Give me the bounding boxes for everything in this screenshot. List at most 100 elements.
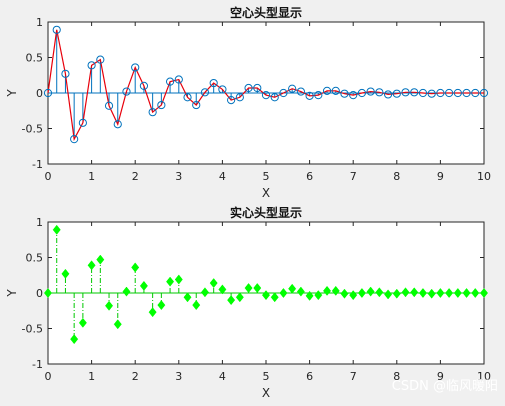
bottom-marker <box>453 287 462 299</box>
bottom-marker <box>122 286 131 297</box>
top-marker <box>375 88 384 97</box>
top-x-tick-label: 1 <box>88 170 95 183</box>
top-marker <box>331 86 340 95</box>
top-x-tick-label: 10 <box>477 170 491 183</box>
bottom-marker <box>323 285 332 296</box>
bottom-stem-plot: 实心头型显示 X Y 0 1 2 3 4 5 6 7 8 9 10 1 0.5 0 -0.5 -1 <box>5 205 491 400</box>
bottom-marker <box>244 283 253 294</box>
top-marker <box>122 87 131 96</box>
top-marker <box>392 89 401 98</box>
bottom-marker <box>471 287 480 299</box>
bottom-marker <box>235 292 244 303</box>
bottom-marker <box>270 292 279 303</box>
bottom-marker <box>52 224 61 235</box>
bottom-marker <box>227 295 236 306</box>
top-marker <box>70 135 79 144</box>
top-marker <box>383 90 393 99</box>
bottom-x-tick-label: 8 <box>393 370 400 383</box>
bottom-marker <box>366 286 375 297</box>
bottom-marker <box>331 285 340 296</box>
top-marker <box>157 100 166 110</box>
bottom-x-tick-label: 2 <box>132 370 139 383</box>
bottom-marker <box>174 274 183 285</box>
bottom-marker <box>392 288 401 299</box>
bottom-marker <box>462 287 471 299</box>
top-marker <box>87 61 96 70</box>
top-marker <box>471 88 480 98</box>
bottom-marker <box>261 290 271 301</box>
bottom-marker <box>166 276 175 287</box>
top-marker <box>113 120 122 129</box>
top-marker <box>61 69 70 78</box>
top-marker <box>410 88 419 97</box>
bottom-marker <box>253 283 262 294</box>
top-marker <box>340 89 349 98</box>
top-marker <box>288 84 297 93</box>
watermark-text: CSDN @临风暖阳 <box>392 379 498 394</box>
top-marker <box>235 93 244 102</box>
top-marker <box>279 88 288 98</box>
bottom-marker <box>200 287 209 298</box>
bottom-marker <box>279 287 288 299</box>
top-marker <box>131 63 140 72</box>
top-connect-line <box>47 29 484 142</box>
bottom-marker <box>436 287 445 299</box>
bottom-x-tick-label: 10 <box>477 370 491 383</box>
top-x-tick-label: 5 <box>263 170 270 183</box>
bottom-marker <box>209 278 218 289</box>
bottom-marker <box>479 287 489 299</box>
top-x-tick-label: 9 <box>437 170 444 183</box>
bottom-y-tick-label: -1 <box>32 358 43 371</box>
bottom-marker <box>70 334 79 345</box>
top-x-axis-label: X <box>262 186 270 200</box>
bottom-x-tick-label: 1 <box>88 370 95 383</box>
bottom-marker <box>192 300 201 311</box>
bottom-marker <box>418 287 427 299</box>
top-x-tick-label: 3 <box>175 170 182 183</box>
top-marker <box>445 88 454 98</box>
top-y-tick-label: 1 <box>36 16 43 29</box>
top-marker <box>78 118 87 127</box>
bottom-y-tick-label: -0.5 <box>22 323 43 336</box>
bottom-marker <box>288 283 297 294</box>
top-marker <box>192 100 201 110</box>
top-marker <box>52 25 61 34</box>
bottom-marker <box>401 287 410 298</box>
top-marker <box>200 88 210 97</box>
top-marker <box>165 77 175 86</box>
top-marker <box>253 83 262 93</box>
top-marker <box>314 91 323 100</box>
bottom-marker <box>427 288 436 299</box>
bottom-marker <box>157 300 166 311</box>
bottom-marker <box>357 287 366 299</box>
bottom-marker <box>218 284 227 295</box>
top-y-axis-label: Y <box>5 89 19 98</box>
top-marker <box>427 89 436 98</box>
bottom-x-tick-label: 4 <box>219 370 226 383</box>
top-marker <box>218 85 227 94</box>
top-stem-plot: 空心头型显示 X Y 0 1 2 3 4 5 6 7 8 9 10 1 0.5 0 -0.5 -1 <box>5 5 491 200</box>
bottom-x-axis-label: X <box>262 386 270 400</box>
bottom-marker <box>113 319 122 330</box>
top-marker <box>183 93 192 102</box>
bottom-marker <box>384 289 393 300</box>
top-x-tick-label: 6 <box>306 170 313 183</box>
bottom-marker <box>96 254 105 265</box>
top-marker <box>174 75 183 84</box>
top-marker <box>139 81 149 91</box>
bottom-marker <box>139 280 148 291</box>
bottom-x-tick-label: 9 <box>437 370 444 383</box>
top-marker <box>296 87 305 96</box>
bottom-y-tick-label: 0 <box>36 287 43 300</box>
bottom-marker <box>131 262 140 273</box>
top-marker <box>357 88 367 98</box>
bottom-marker <box>296 286 305 297</box>
bottom-marker <box>340 288 349 299</box>
top-marker <box>418 88 428 98</box>
top-x-tick-label: 2 <box>132 170 139 183</box>
bottom-marker <box>105 300 114 311</box>
top-marker <box>349 91 358 100</box>
top-plot-title: 空心头型显示 <box>230 5 302 20</box>
top-marker <box>270 93 279 102</box>
bottom-marker <box>43 287 53 299</box>
